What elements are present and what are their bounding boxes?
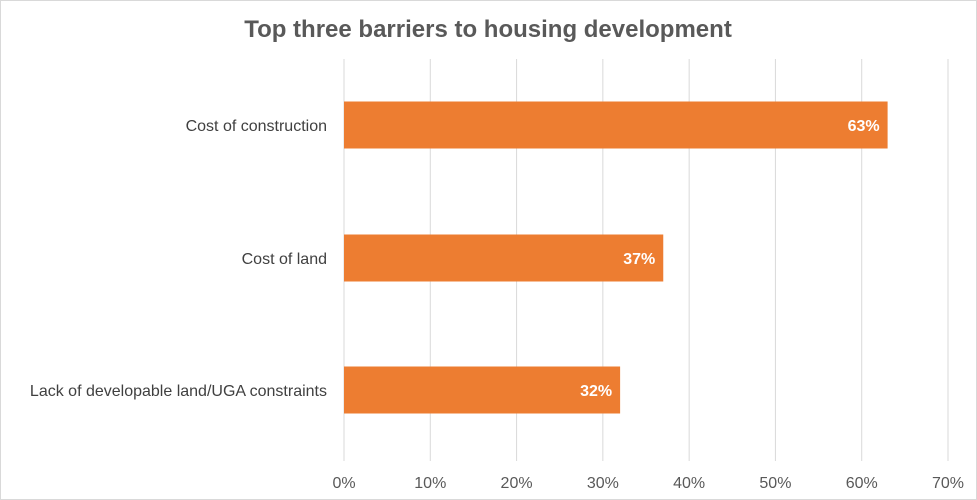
bar	[344, 101, 888, 149]
category-labels: Cost of construction Cost of land Lack of …	[30, 118, 327, 400]
category-label: Cost of construction	[186, 118, 327, 135]
bar-data-label: 32%	[580, 383, 612, 400]
bars: 63% 37% 32%	[344, 101, 888, 414]
x-tick-label: 60%	[846, 475, 878, 492]
category-label: Cost of land	[242, 251, 327, 268]
x-tick-label: 50%	[759, 475, 791, 492]
x-tick-label: 30%	[587, 475, 619, 492]
x-tick-label: 40%	[673, 475, 705, 492]
x-axis-tick-labels: 0% 10% 20% 30% 40% 50% 60% 70%	[332, 475, 964, 492]
category-label: Lack of developable land/UGA constraints	[30, 383, 327, 400]
bar-data-label: 37%	[623, 251, 655, 268]
bar	[344, 366, 621, 414]
bar-data-label: 63%	[848, 118, 880, 135]
bar	[344, 234, 664, 282]
x-tick-label: 10%	[414, 475, 446, 492]
x-tick-label: 70%	[932, 475, 964, 492]
x-tick-label: 20%	[501, 475, 533, 492]
chart-title: Top three barriers to housing developmen…	[244, 16, 732, 43]
x-tick-label: 0%	[332, 475, 355, 492]
